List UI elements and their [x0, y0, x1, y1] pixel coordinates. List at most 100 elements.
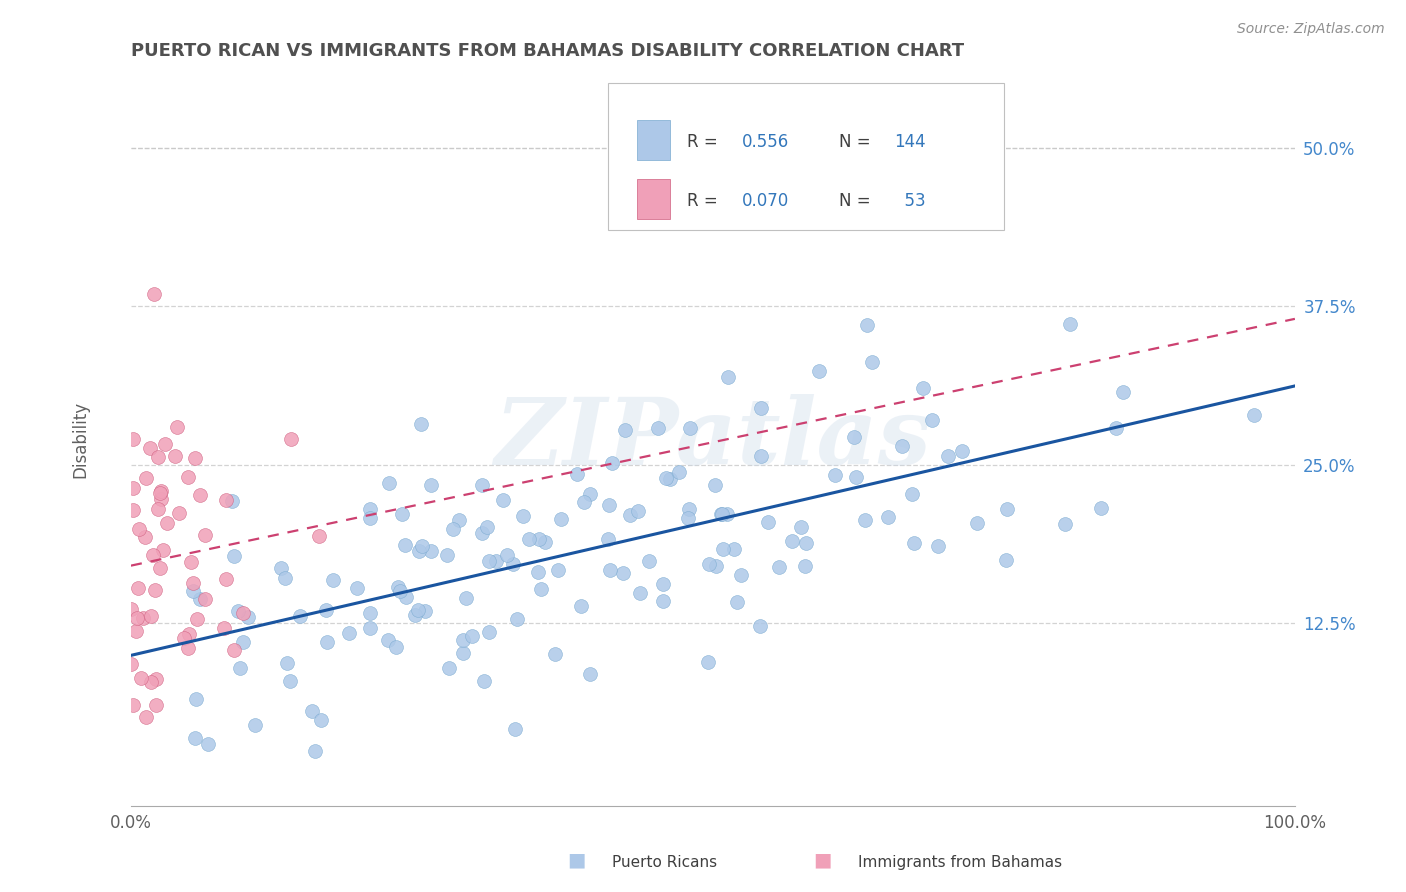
- Point: [1090, 501, 1112, 516]
- Point: [578, 666, 600, 681]
- Point: [145, 672, 167, 686]
- Point: [121, 481, 143, 495]
- Point: [236, 610, 259, 624]
- Point: [751, 401, 773, 416]
- Point: [167, 507, 190, 521]
- Point: [647, 421, 669, 435]
- Point: [717, 370, 740, 384]
- Point: [659, 472, 682, 486]
- Point: [598, 498, 620, 512]
- Point: [1243, 408, 1265, 422]
- Point: [749, 619, 772, 633]
- Point: [146, 450, 169, 464]
- Point: [276, 657, 298, 671]
- Point: [461, 629, 484, 643]
- Point: [315, 603, 337, 617]
- Point: [152, 543, 174, 558]
- Point: [226, 604, 249, 618]
- Point: [143, 286, 166, 301]
- Point: [901, 487, 924, 501]
- Point: [121, 432, 143, 446]
- Point: [877, 510, 900, 524]
- Point: [146, 502, 169, 516]
- Point: [544, 647, 567, 661]
- Point: [173, 632, 195, 646]
- Text: ZIPatlas: ZIPatlas: [495, 394, 931, 484]
- Point: [404, 607, 426, 622]
- Point: [472, 673, 495, 688]
- Point: [408, 544, 430, 558]
- Point: [177, 470, 200, 484]
- Point: [197, 737, 219, 751]
- Point: [1112, 385, 1135, 400]
- Point: [145, 698, 167, 713]
- Point: [389, 584, 412, 599]
- Point: [711, 507, 734, 521]
- Point: [1105, 421, 1128, 435]
- Point: [183, 576, 205, 591]
- Point: [184, 451, 207, 466]
- Point: [471, 525, 494, 540]
- Point: [710, 507, 733, 521]
- Point: [697, 655, 720, 669]
- Text: Puerto Ricans: Puerto Ricans: [612, 855, 717, 870]
- Point: [578, 487, 600, 501]
- Point: [471, 478, 494, 492]
- Point: [243, 717, 266, 731]
- Point: [387, 580, 409, 594]
- Point: [149, 560, 172, 574]
- Point: [127, 582, 149, 596]
- Point: [420, 544, 443, 558]
- Point: [966, 516, 988, 531]
- Point: [780, 534, 803, 549]
- Point: [704, 558, 727, 573]
- Point: [749, 449, 772, 463]
- Point: [304, 743, 326, 757]
- Point: [716, 507, 738, 521]
- Point: [180, 555, 202, 569]
- Point: [322, 573, 344, 587]
- Point: [215, 572, 238, 586]
- Point: [139, 441, 162, 455]
- Point: [122, 503, 145, 517]
- Point: [166, 419, 188, 434]
- Point: [794, 536, 817, 550]
- FancyBboxPatch shape: [609, 84, 1004, 230]
- Point: [652, 576, 675, 591]
- Point: [503, 723, 526, 737]
- Point: [903, 535, 925, 549]
- Point: [134, 530, 156, 544]
- Text: ■: ■: [813, 851, 832, 870]
- Point: [377, 632, 399, 647]
- Point: [596, 532, 619, 546]
- Point: [478, 554, 501, 568]
- Point: [478, 625, 501, 640]
- Point: [270, 560, 292, 574]
- Point: [496, 548, 519, 562]
- Point: [534, 535, 557, 549]
- Point: [437, 661, 460, 675]
- Point: [122, 698, 145, 713]
- Point: [308, 529, 330, 543]
- Point: [679, 421, 702, 435]
- Text: Immigrants from Bahamas: Immigrants from Bahamas: [858, 855, 1062, 870]
- Point: [676, 511, 699, 525]
- Point: [1059, 317, 1081, 331]
- Point: [384, 640, 406, 654]
- Point: [950, 443, 973, 458]
- Point: [678, 501, 700, 516]
- Text: Source: ZipAtlas.com: Source: ZipAtlas.com: [1237, 22, 1385, 37]
- Point: [135, 471, 157, 485]
- Text: 0.070: 0.070: [742, 192, 789, 210]
- Point: [359, 621, 381, 635]
- Point: [842, 430, 865, 444]
- Point: [120, 657, 142, 671]
- Point: [824, 468, 846, 483]
- Text: N =: N =: [838, 192, 876, 210]
- Point: [668, 465, 690, 479]
- Point: [163, 449, 186, 463]
- Point: [359, 606, 381, 620]
- Point: [502, 558, 524, 572]
- Point: [359, 502, 381, 516]
- Point: [150, 491, 173, 506]
